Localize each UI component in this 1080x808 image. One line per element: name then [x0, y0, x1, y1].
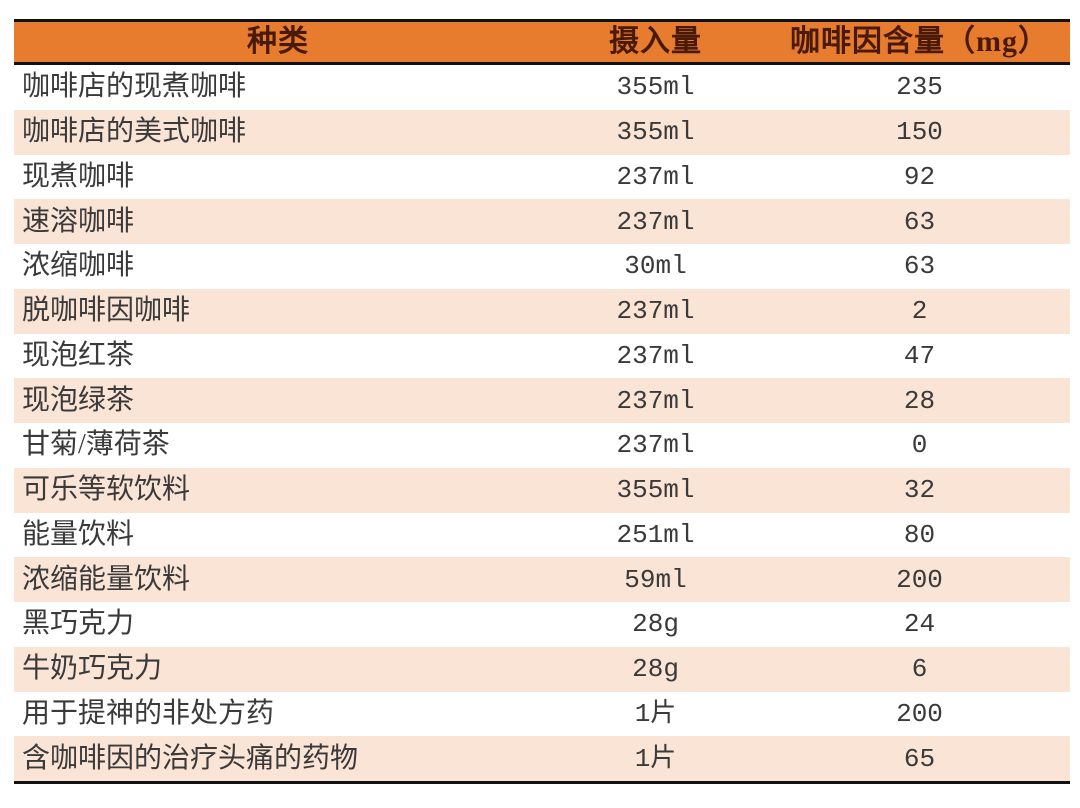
header-caffeine: 咖啡因含量（mg）: [790, 25, 1049, 58]
caffeine-cell: 200: [896, 564, 943, 595]
type-cell: 浓缩能量饮料: [22, 563, 191, 595]
table-row: 咖啡店的美式咖啡 355ml 150: [14, 109, 1070, 155]
caffeine-cell: 92: [903, 161, 936, 192]
table-body: 咖啡店的现煮咖啡 355ml 235 咖啡店的美式咖啡 355ml 150 现煮…: [14, 65, 1070, 781]
caffeine-content-table: 种类 摄入量 咖啡因含量（mg） 咖啡店的现煮咖啡 355ml 235 咖啡店的…: [14, 19, 1070, 784]
intake-cell: 355ml: [616, 117, 695, 148]
table-row: 含咖啡因的治疗头痛的药物 1片 65: [14, 736, 1070, 781]
table-header-row: 种类 摄入量 咖啡因含量（mg）: [14, 22, 1070, 65]
table-row: 咖啡店的现煮咖啡 355ml 235: [14, 65, 1070, 110]
table-row: 浓缩能量饮料 59ml 200: [14, 557, 1070, 602]
table-row: 速溶咖啡 237ml 63: [14, 199, 1070, 244]
type-cell: 甘菊/薄荷茶: [22, 429, 170, 461]
intake-cell: 237ml: [616, 430, 695, 461]
type-cell: 可乐等软饮料: [22, 474, 191, 506]
table-row: 用于提神的非处方药 1片 200: [14, 691, 1070, 737]
type-cell: 现煮咖啡: [22, 160, 135, 192]
intake-cell: 237ml: [616, 161, 695, 192]
type-cell: 现泡红茶: [22, 339, 135, 371]
intake-cell: 59ml: [624, 564, 687, 595]
type-cell: 能量饮料: [22, 518, 135, 550]
intake-cell: 355ml: [616, 72, 695, 103]
header-type: 种类: [247, 25, 309, 58]
table-row: 现泡绿茶 237ml 28: [14, 378, 1070, 423]
intake-cell: 30ml: [624, 251, 687, 282]
type-cell: 用于提神的非处方药: [22, 697, 275, 729]
intake-cell: 251ml: [616, 519, 695, 550]
table-row: 现煮咖啡 237ml 92: [14, 154, 1070, 200]
caffeine-cell: 63: [903, 251, 936, 282]
type-cell: 速溶咖啡: [22, 205, 135, 237]
table-row: 可乐等软饮料 355ml 32: [14, 467, 1070, 513]
intake-cell: 237ml: [616, 385, 695, 416]
table-row: 脱咖啡因咖啡 237ml 2: [14, 288, 1070, 334]
caffeine-cell: 47: [903, 340, 936, 371]
intake-cell: 237ml: [616, 206, 695, 237]
intake-cell: 28g: [632, 654, 679, 685]
caffeine-cell: 65: [903, 743, 936, 774]
table-row: 甘菊/薄荷茶 237ml 0: [14, 423, 1070, 468]
caffeine-cell: 24: [903, 609, 936, 640]
intake-cell: 28g: [632, 609, 679, 640]
intake-cell: 1片: [634, 698, 677, 729]
table-row: 黑巧克力 28g 24: [14, 602, 1070, 647]
type-cell: 咖啡店的美式咖啡: [22, 116, 247, 148]
caffeine-cell: 0: [911, 430, 928, 461]
type-cell: 现泡绿茶: [22, 384, 135, 416]
type-cell: 浓缩咖啡: [22, 250, 135, 282]
caffeine-cell: 80: [903, 519, 936, 550]
table-row: 现泡红茶 237ml 47: [14, 333, 1070, 379]
intake-cell: 1片: [634, 743, 677, 774]
type-cell: 牛奶巧克力: [22, 653, 163, 685]
caffeine-cell: 200: [896, 698, 943, 729]
header-intake: 摄入量: [609, 25, 703, 58]
type-cell: 含咖啡因的治疗头痛的药物: [22, 742, 359, 774]
table-row: 能量饮料 251ml 80: [14, 512, 1070, 558]
caffeine-cell: 2: [911, 296, 928, 327]
type-cell: 咖啡店的现煮咖啡: [22, 71, 247, 103]
caffeine-cell: 28: [903, 385, 936, 416]
caffeine-cell: 6: [911, 654, 928, 685]
table-row: 牛奶巧克力 28g 6: [14, 646, 1070, 692]
intake-cell: 237ml: [616, 340, 695, 371]
table-row: 浓缩咖啡 30ml 63: [14, 244, 1070, 289]
intake-cell: 355ml: [616, 475, 695, 506]
type-cell: 脱咖啡因咖啡: [22, 295, 191, 327]
caffeine-cell: 235: [896, 72, 943, 103]
caffeine-cell: 150: [896, 117, 943, 148]
type-cell: 黑巧克力: [22, 608, 135, 640]
intake-cell: 237ml: [616, 296, 695, 327]
caffeine-cell: 32: [903, 475, 936, 506]
caffeine-cell: 63: [903, 206, 936, 237]
